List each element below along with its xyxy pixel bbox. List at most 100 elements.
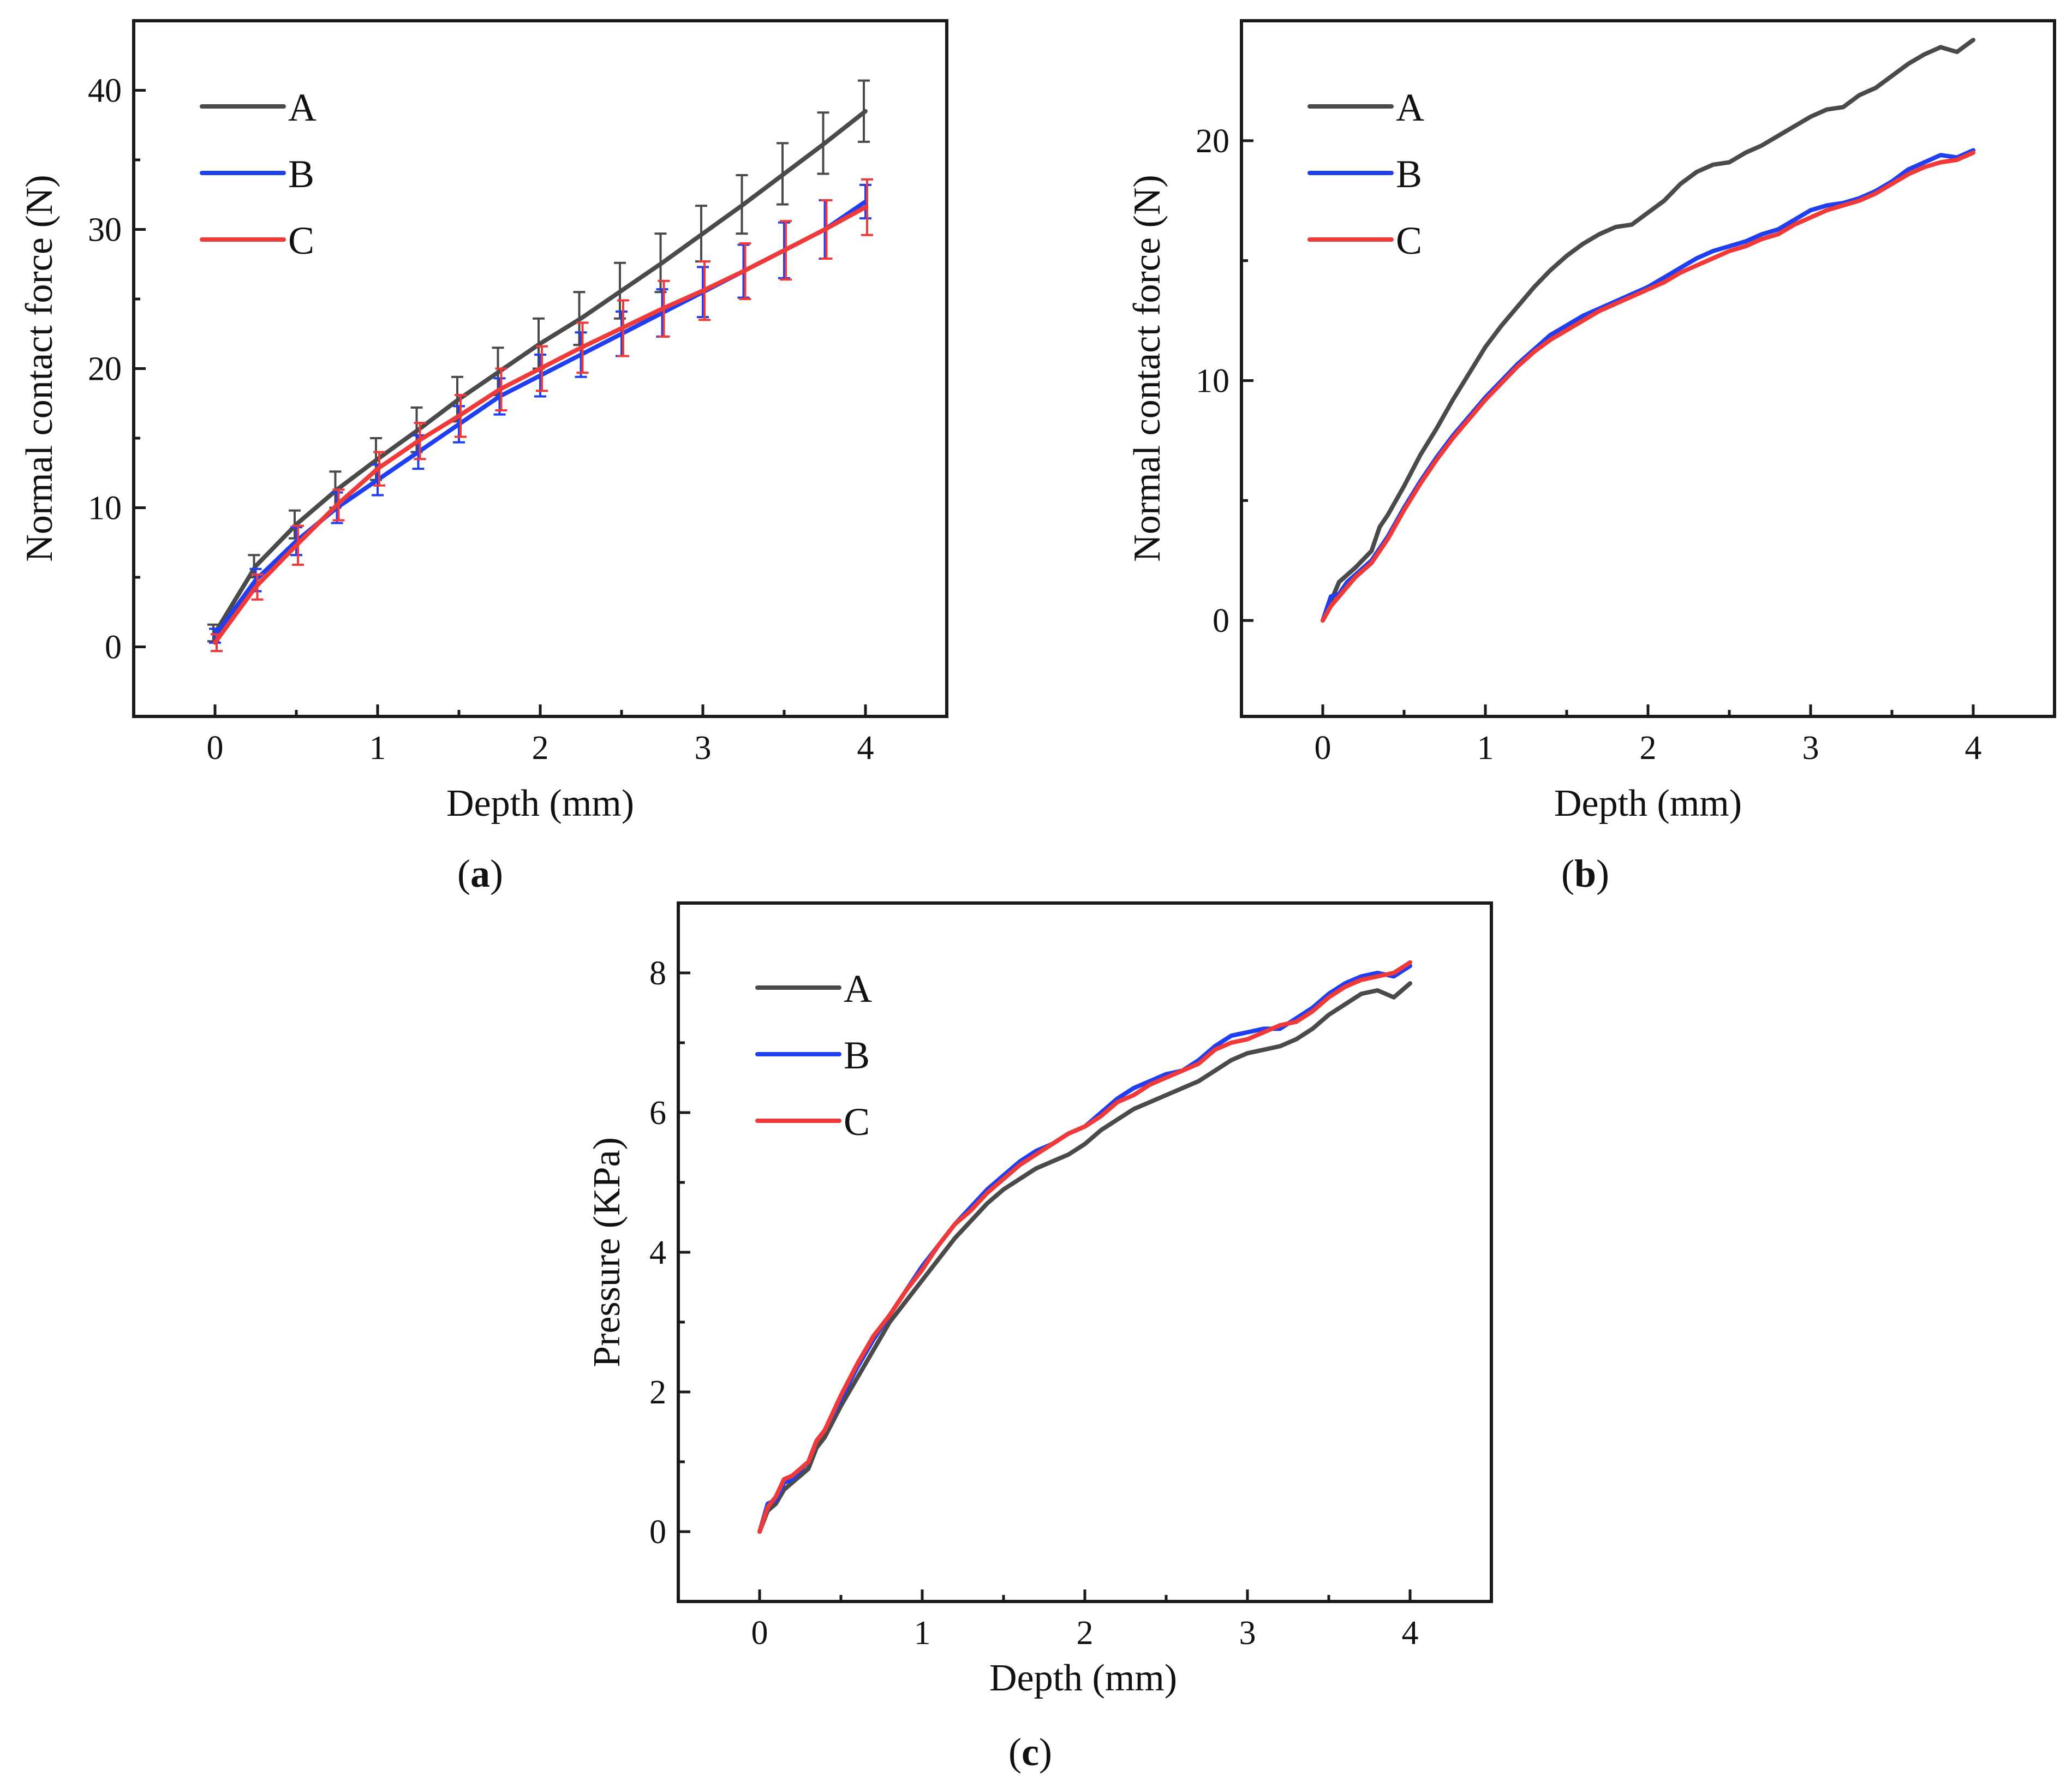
error-bar-c [414,421,426,461]
x-tick-label: 0 [1315,730,1331,767]
series-c-c [757,960,1412,1534]
error-bar-c [658,279,670,338]
y-tick-label: 10 [88,490,122,527]
x-tick-label: 1 [369,730,386,767]
x-tick-label: 3 [1802,730,1819,767]
error-bar-c [292,524,304,566]
x-tick-label: 0 [207,730,224,767]
legend-label: C [844,1100,870,1144]
legend-b: ABC [1307,86,1424,262]
y-tick-label: 8 [649,955,666,992]
error-bar-a [736,174,748,235]
y-tick-label: 6 [649,1095,666,1132]
x-axis-title-c: Depth (mm) [989,1657,1177,1699]
x-tick-label: 3 [695,730,712,767]
y-axis-title-c: Pressure (KPa) [586,1137,628,1367]
error-bar-b [493,377,506,416]
legend-label: A [844,967,872,1011]
legend-label: A [1396,86,1424,129]
series-line-a [213,109,868,635]
ticks-b: 0 1 2 3 4 0 10 20 [1196,123,1982,767]
plot-frame-b [1240,19,2056,718]
series-line-c [213,205,868,645]
error-bar-b [575,331,587,378]
legend-c: ABC [755,967,872,1144]
series-line-c [757,960,1412,1534]
y-tick-label: 0 [105,629,122,666]
series-line-b [213,199,868,638]
error-bar-c [861,178,873,236]
error-bar-c [495,367,507,411]
x-tick-label: 4 [1965,730,1982,767]
y-tick-label: 10 [1196,362,1229,399]
error-bar-a [817,111,829,175]
legend-label: B [844,1033,870,1077]
legend-label: C [288,219,314,262]
y-tick-label: 20 [1196,123,1229,160]
y-tick-label: 2 [649,1374,666,1411]
error-bar-c [455,393,467,438]
x-tick-label: 1 [914,1615,931,1652]
error-bar-c [332,488,345,522]
x-tick-label: 2 [532,730,549,767]
error-bar-c [617,299,629,357]
x-tick-label: 3 [1239,1615,1256,1652]
error-bar-c [536,345,548,392]
legend-a: ABC [200,86,317,262]
legend-item-b: B [1307,152,1422,196]
x-axis-title-b: Depth (mm) [1554,782,1742,824]
y-tick-label: 40 [88,73,122,110]
legend-item-a: A [1307,86,1424,129]
error-bar-c [373,451,385,487]
error-bar-c [780,220,792,281]
error-bar-c [211,633,223,653]
x-tick-label: 2 [1077,1615,1094,1652]
series-b [1321,38,1975,623]
y-tick-label: 20 [88,351,122,388]
x-tick-label: 0 [751,1615,768,1652]
series-c-a [211,178,873,653]
error-bar-b [290,526,302,557]
error-bar-c [820,199,833,260]
series-line-c [1321,150,1975,623]
legend-item-c: C [200,219,314,262]
error-bar-b [534,354,546,398]
x-axis-title-a: Depth (mm) [446,782,634,824]
error-bar-c [576,321,589,374]
panel-caption-b: (b) [1561,852,1609,895]
series-line-a [757,981,1412,1534]
series-c [757,960,1412,1534]
error-bar-b [859,183,871,220]
error-bar-c [739,242,751,300]
y-axis-title-b: Normal contact force (N) [1126,175,1168,561]
panel-caption-a: (a) [457,852,503,895]
series-a [207,79,873,653]
x-tick-label: 1 [1477,730,1494,767]
x-tick-label: 2 [1640,730,1657,767]
series-c-b [1321,150,1975,623]
legend-item-b: B [200,152,314,196]
legend-item-a: A [200,86,317,129]
series-a-c [757,981,1412,1534]
x-tick-label: 4 [857,730,874,767]
panel-b: 0 1 2 3 4 0 10 20 ABC Depth (mm) Normal contact… [1126,19,2056,895]
legend-label: C [1396,219,1422,262]
error-bar-c [698,260,710,321]
legend-label: A [288,86,317,129]
legend-label: B [288,152,314,196]
error-bar-a [777,142,789,206]
series-a-b [1321,38,1975,623]
y-tick-label: 0 [1213,602,1229,640]
error-bar-a [858,79,870,143]
plot-frame-c [677,901,1493,1603]
series-line-a [1321,38,1975,623]
panel-caption-c: (c) [1008,1730,1052,1774]
ticks-c: 0 1 2 3 4 0 2 4 6 8 [649,955,1419,1652]
y-tick-label: 4 [649,1234,666,1271]
legend-item-b: B [755,1033,870,1077]
legend-item-c: C [755,1100,870,1144]
x-tick-label: 4 [1402,1615,1419,1652]
